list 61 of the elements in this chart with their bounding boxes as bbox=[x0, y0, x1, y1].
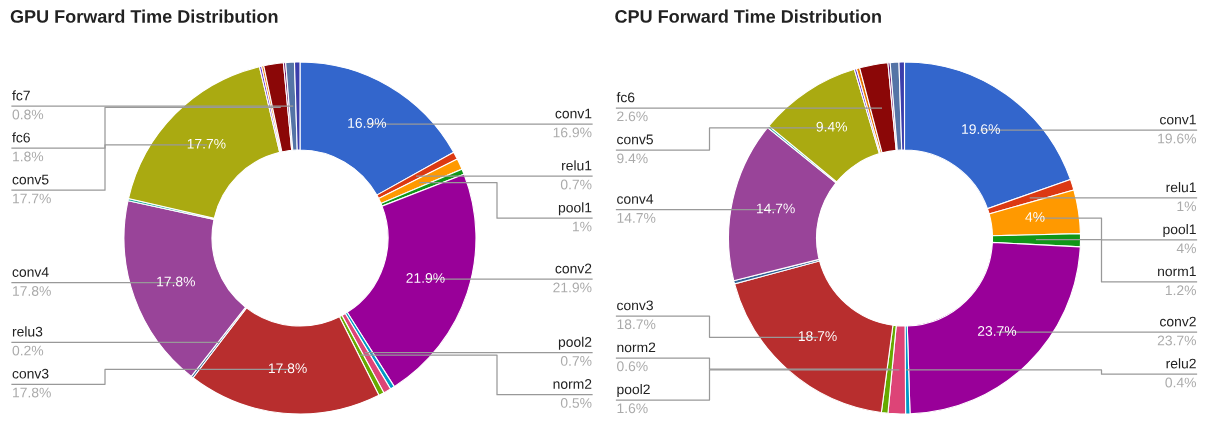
text: 17.8% bbox=[13, 387, 51, 398]
data-label: 14.7% bbox=[756, 203, 795, 214]
slice-label: norm2 bbox=[553, 379, 592, 389]
data-label: 0.7% bbox=[560, 356, 592, 366]
chart-title: CPU Forward Time Distribution bbox=[615, 9, 881, 23]
text: 18.7% bbox=[617, 319, 656, 330]
data-label: 0.7% bbox=[560, 179, 592, 190]
data-label: 2.6% bbox=[617, 111, 648, 122]
slice-label: pool1 bbox=[558, 202, 592, 216]
slice-label: fc6 bbox=[616, 92, 635, 103]
slice-label: relu1 bbox=[1166, 182, 1196, 193]
slice-label: conv1 bbox=[555, 108, 592, 119]
text: 19.6% bbox=[1158, 133, 1197, 144]
slice-label: relu1 bbox=[562, 160, 592, 171]
slice-label: norm2 bbox=[617, 342, 656, 353]
slice-label: conv2 bbox=[1160, 316, 1196, 327]
data-label: 0.6% bbox=[617, 361, 648, 372]
text: 14.7% bbox=[617, 213, 656, 223]
text: 17.7% bbox=[13, 193, 51, 204]
slice-label: norm1 bbox=[1158, 266, 1196, 277]
slice-label: conv2 bbox=[555, 263, 592, 274]
text: 23.7% bbox=[1157, 335, 1197, 346]
data-label: 21.9% bbox=[406, 273, 445, 283]
slice-label: fc7 bbox=[12, 90, 30, 101]
slice-label: conv4 bbox=[12, 267, 49, 277]
text: 16.9% bbox=[553, 127, 592, 138]
slice-label: conv5 bbox=[12, 174, 49, 185]
data-label: 0.5% bbox=[560, 398, 592, 408]
slice-label: relu3 bbox=[12, 326, 43, 337]
data-label: 0.4% bbox=[1165, 377, 1197, 388]
data-label: 1% bbox=[572, 221, 592, 232]
data-label: 1.6% bbox=[617, 403, 648, 414]
slice-label: fc6 bbox=[12, 132, 30, 143]
data-label: 17.8% bbox=[157, 276, 195, 287]
slice-label: conv4 bbox=[617, 194, 654, 204]
slice-label: conv3 bbox=[617, 300, 653, 311]
data-label: 0.2% bbox=[12, 345, 44, 356]
slice-label: relu2 bbox=[1166, 358, 1196, 369]
slice-label: pool2 bbox=[558, 336, 592, 350]
data-label: 4% bbox=[1025, 212, 1045, 222]
data-label: 16.9% bbox=[348, 118, 387, 128]
slice-label: pool1 bbox=[1163, 224, 1196, 237]
text: 9.4% bbox=[617, 153, 648, 164]
data-label: 9.4% bbox=[816, 121, 848, 132]
data-label: 19.6% bbox=[962, 124, 1000, 134]
text: 17.8% bbox=[13, 286, 51, 296]
slice-label: pool2 bbox=[617, 384, 650, 397]
data-label: 17.8% bbox=[268, 363, 307, 374]
slice-label: conv1 bbox=[1160, 114, 1196, 125]
text: 21.9% bbox=[553, 282, 592, 293]
data-label: 1.8% bbox=[13, 151, 44, 162]
data-label: 23.7% bbox=[977, 326, 1017, 336]
slice-label: conv5 bbox=[617, 134, 653, 145]
data-label: 18.7% bbox=[798, 331, 837, 342]
text: 4% bbox=[1176, 243, 1197, 254]
data-label: 17.7% bbox=[187, 138, 226, 149]
data-label: 1.2% bbox=[1165, 285, 1197, 296]
chart-title: GPU Forward Time Distribution bbox=[10, 9, 278, 23]
data-label: 0.8% bbox=[12, 109, 44, 120]
slice-label: conv3 bbox=[12, 368, 49, 379]
data-label: 1% bbox=[1177, 201, 1197, 212]
